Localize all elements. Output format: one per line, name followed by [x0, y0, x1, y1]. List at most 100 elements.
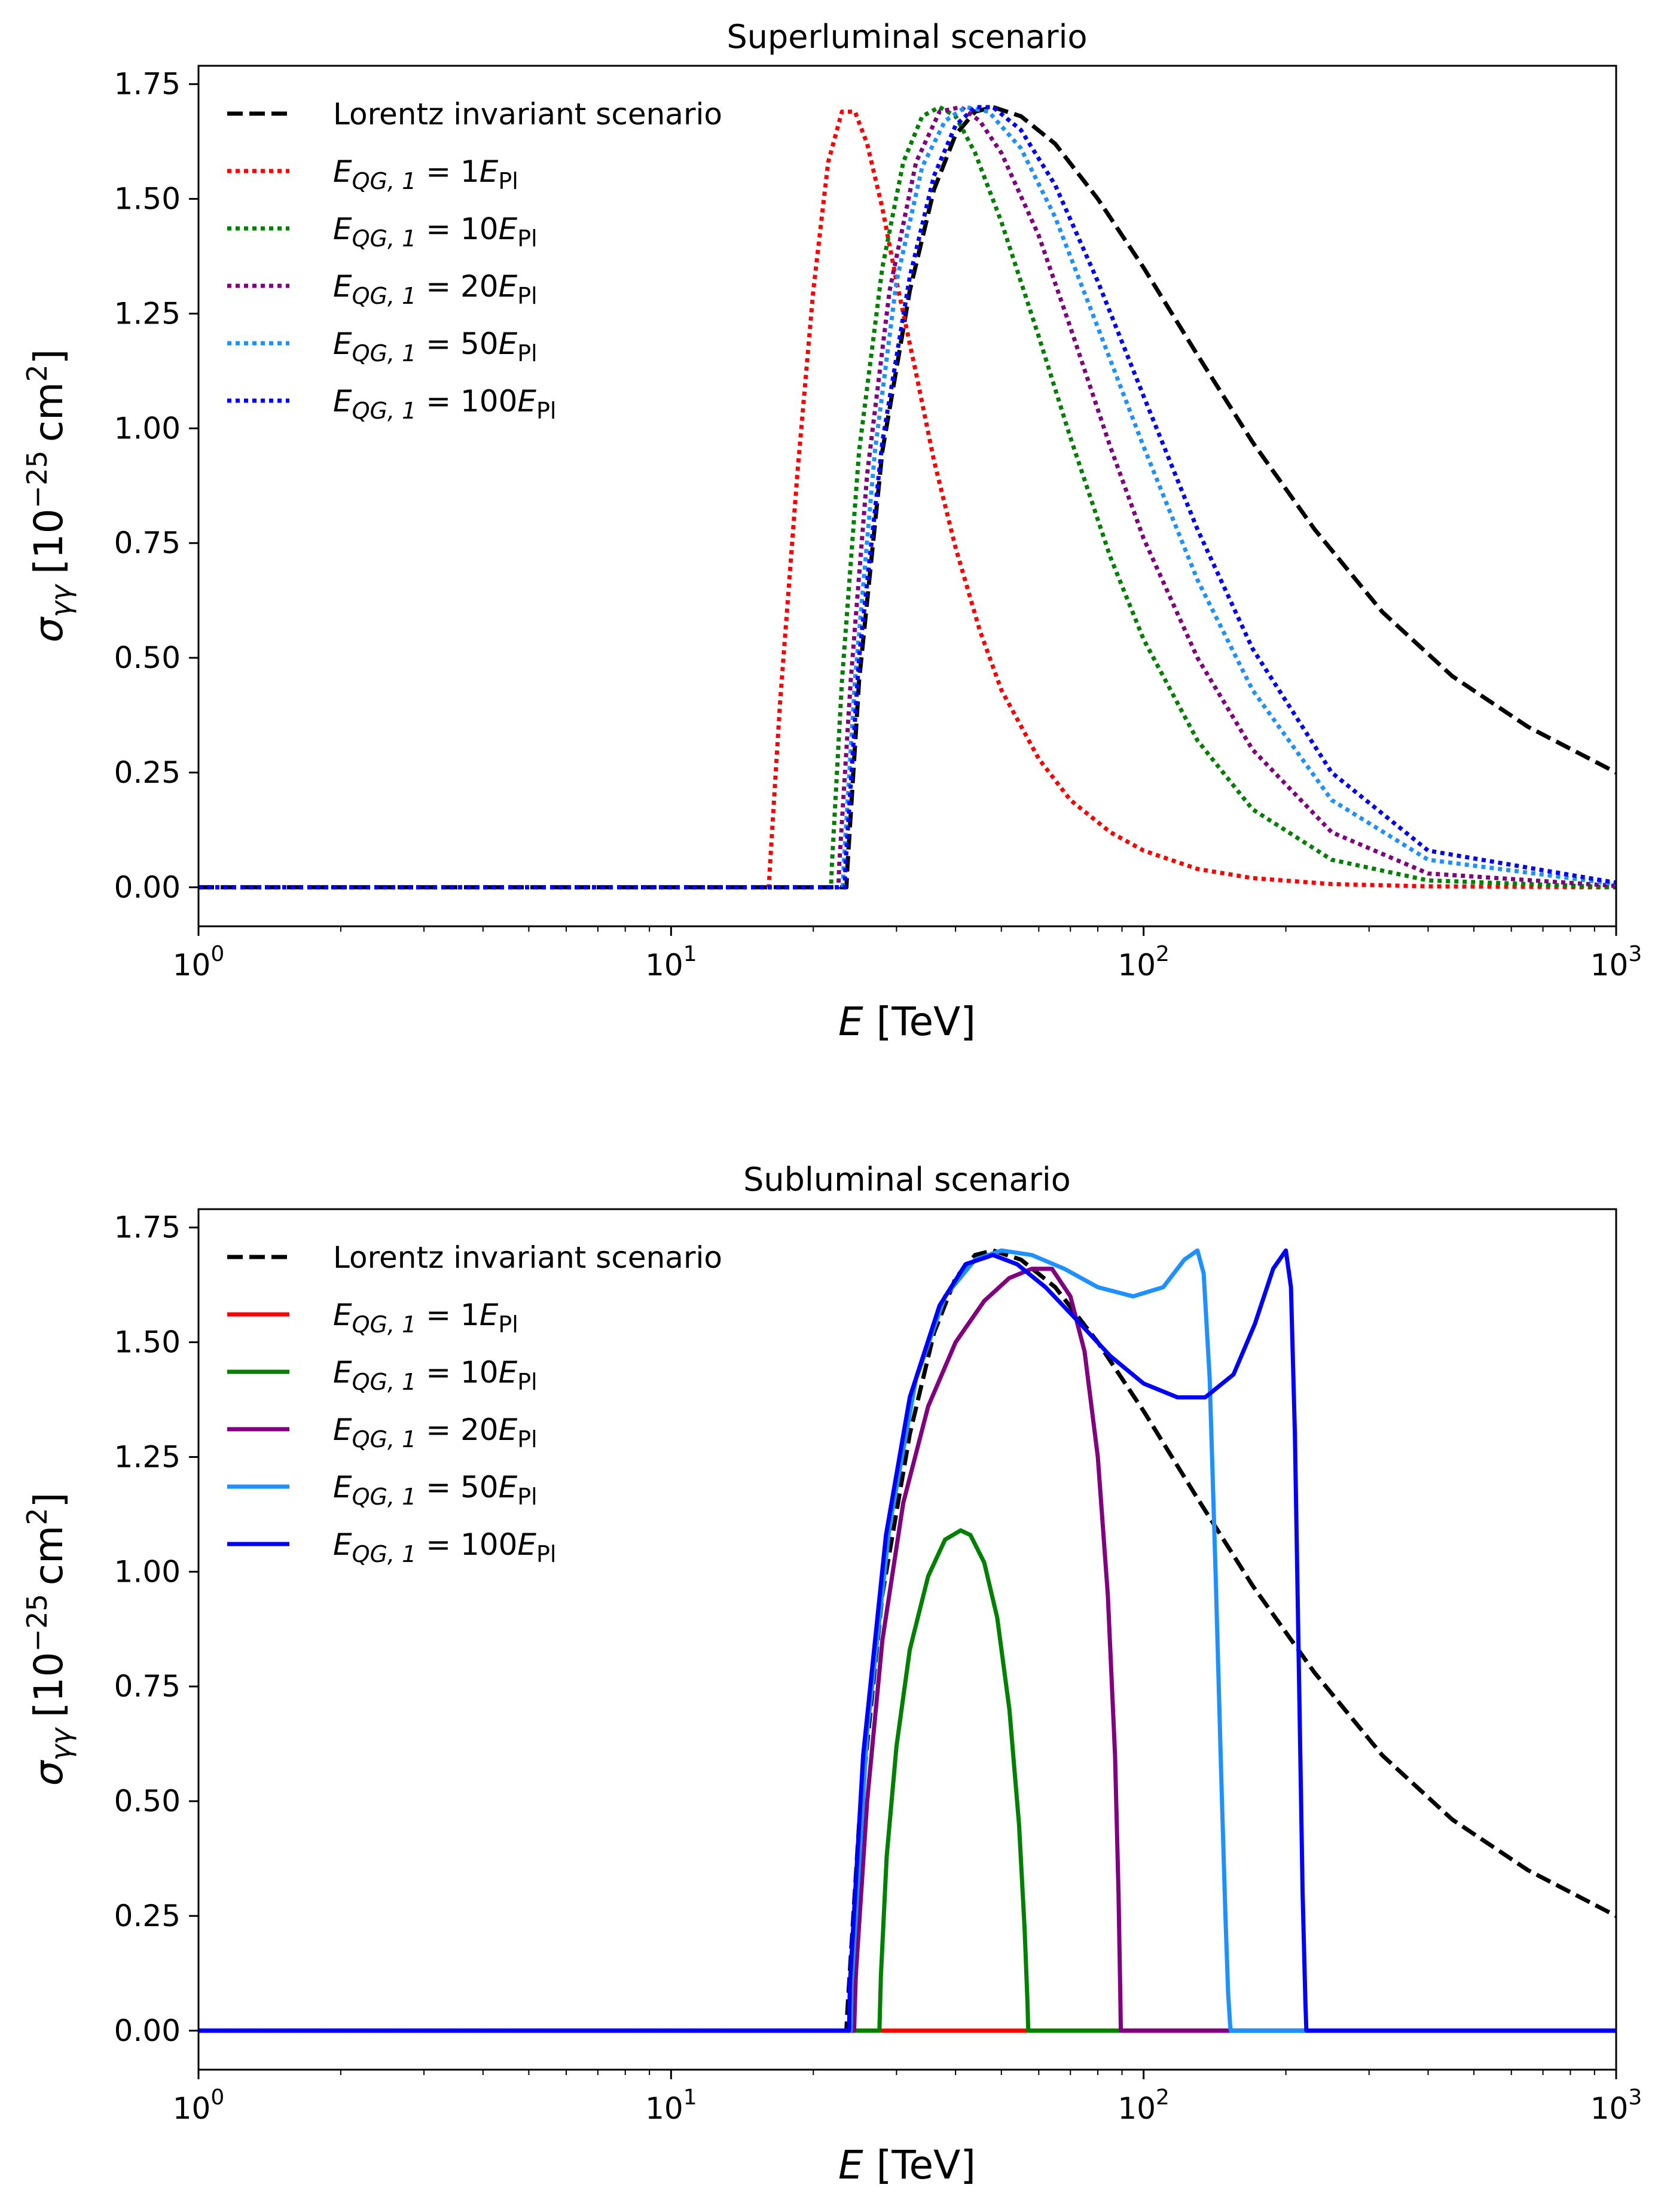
y-tick-label: 0.00 — [114, 2013, 181, 2048]
x-tick-exponent: 3 — [1628, 942, 1642, 966]
legend-symbol-e: E — [517, 384, 536, 419]
x-tick-base: 10 — [1117, 948, 1156, 983]
y-tick-label: 0.50 — [114, 640, 181, 675]
legend-value: = 100 — [416, 384, 517, 419]
y-tick-label: 1.50 — [114, 1325, 181, 1360]
y-axis-unit: cm — [26, 1525, 72, 1586]
legend-symbol-e: E — [480, 1298, 499, 1332]
x-tick-base: 10 — [1117, 2091, 1156, 2126]
legend-value: = 20 — [416, 269, 498, 304]
x-tick-exponent: 0 — [210, 2085, 224, 2110]
legend-symbol: E — [333, 269, 352, 304]
y-tick-label: 0.75 — [114, 1669, 181, 1704]
y-tick-label: 0.50 — [114, 1784, 181, 1819]
legend-entry: EQG, 1 = 50EPl — [333, 1470, 538, 1510]
x-tick-label: 102 — [1117, 942, 1170, 983]
legend-entry: EQG, 1 = 100EPl — [333, 384, 557, 424]
y-tick-label: 1.25 — [114, 1439, 181, 1474]
legend-planck-subscript: Pl — [517, 1426, 537, 1453]
y-axis-symbol: σ — [26, 616, 72, 642]
y-tick-label: 1.75 — [114, 1210, 181, 1245]
superluminal-panel: Superluminal scenario 0.00 0.25 0.50 0.75 1.… — [21, 18, 1642, 1045]
legend-symbol-e: E — [480, 154, 499, 189]
plot-curves — [199, 105, 1617, 890]
legend-subscript: QG, 1 — [352, 225, 417, 252]
legend-symbol: E — [333, 327, 352, 361]
legend-value: = 10 — [416, 1355, 498, 1390]
y-axis-unit: cm — [26, 382, 72, 443]
y-axis-exponent: −25 — [21, 1594, 53, 1652]
subluminal-panel: Subluminal scenario 0.00 0.25 0.50 0.75 1.00… — [21, 1161, 1642, 2188]
x-tick-exponent: 2 — [1156, 2085, 1170, 2110]
legend-value: = 50 — [416, 327, 498, 361]
legend-value: = 100 — [416, 1527, 517, 1562]
legend-symbol-e: E — [499, 212, 518, 246]
legend-planck-subscript: Pl — [536, 398, 556, 424]
legend-entry: EQG, 1 = 10EPl — [333, 1355, 538, 1395]
legend-value: = 20 — [416, 1412, 498, 1447]
series-line-1 — [199, 109, 1617, 890]
y-tick-label: 0.75 — [114, 526, 181, 560]
x-tick-label: 102 — [1117, 2085, 1170, 2126]
series-line-3 — [199, 105, 1617, 890]
legend-planck-subscript: Pl — [498, 1311, 518, 1338]
legend-entry: EQG, 1 = 20EPl — [333, 1412, 538, 1453]
x-tick-base: 10 — [173, 948, 211, 983]
x-tick-label: 100 — [173, 2085, 225, 2126]
y-tick-label: 0.25 — [114, 1899, 181, 1933]
panel-title: Subluminal scenario — [743, 1161, 1071, 1198]
x-tick-base: 10 — [173, 2091, 211, 2126]
x-axis-unit: [TeV] — [877, 999, 976, 1045]
panel-title: Superluminal scenario — [726, 18, 1087, 56]
y-axis-close: ] — [26, 1493, 72, 1508]
legend-subscript: QG, 1 — [352, 283, 417, 309]
legend-entry: EQG, 1 = 50EPl — [333, 327, 538, 367]
series-line-2 — [199, 1528, 1616, 2033]
legend-symbol: E — [333, 1298, 352, 1332]
y-tick-label: 1.00 — [114, 411, 181, 446]
x-tick-exponent: 2 — [1156, 942, 1170, 966]
legend-symbol: E — [333, 1412, 352, 1447]
x-tick-label: 100 — [173, 942, 225, 983]
x-tick-exponent: 1 — [683, 942, 697, 966]
x-tick-base: 10 — [1590, 2091, 1629, 2126]
legend-subscript: QG, 1 — [352, 1369, 417, 1395]
y-axis-subscript: γγ — [45, 583, 77, 617]
legend-symbol: E — [333, 212, 352, 246]
series-line-3 — [199, 1267, 1616, 2033]
x-tick-label: 101 — [645, 942, 697, 983]
x-tick-label: 103 — [1590, 2085, 1642, 2126]
x-tick-exponent: 0 — [210, 942, 224, 966]
y-tick-label: 0.25 — [114, 755, 181, 790]
y-tick-label: 1.25 — [114, 296, 181, 331]
y-axis-symbol: σ — [26, 1759, 72, 1786]
y-axis-label: σγγ [10−25 cm2] — [21, 1493, 77, 1786]
x-axis-variable: E — [838, 2142, 863, 2188]
x-axis-label: E [TeV] — [838, 999, 976, 1045]
legend-entry: Lorentz invariant scenario — [333, 97, 722, 132]
legend-planck-subscript: Pl — [517, 283, 537, 309]
legend-symbol-e: E — [517, 1527, 536, 1562]
legend-value: = 1 — [416, 154, 480, 189]
x-axis-unit: [TeV] — [877, 2142, 976, 2188]
y-tick-label: 1.00 — [114, 1554, 181, 1589]
legend-planck-subscript: Pl — [498, 168, 518, 194]
legend-symbol-e: E — [499, 1412, 518, 1447]
legend-planck-subscript: Pl — [536, 1541, 556, 1567]
legend-entry: EQG, 1 = 10EPl — [333, 212, 538, 252]
legend-symbol: E — [333, 1470, 352, 1505]
y-tick-label: 1.75 — [114, 67, 181, 102]
legend-planck-subscript: Pl — [517, 1484, 537, 1510]
x-tick-exponent: 3 — [1628, 2085, 1642, 2110]
y-axis-unit-exponent: 2 — [21, 1508, 53, 1525]
legend-planck-subscript: Pl — [517, 1369, 537, 1395]
legend-symbol: E — [333, 384, 352, 419]
legend-subscript: QG, 1 — [352, 168, 417, 194]
y-axis-subscript: γγ — [45, 1726, 77, 1761]
legend-entry: EQG, 1 = 1EPl — [333, 1298, 518, 1338]
legend-value: = 1 — [416, 1298, 480, 1332]
